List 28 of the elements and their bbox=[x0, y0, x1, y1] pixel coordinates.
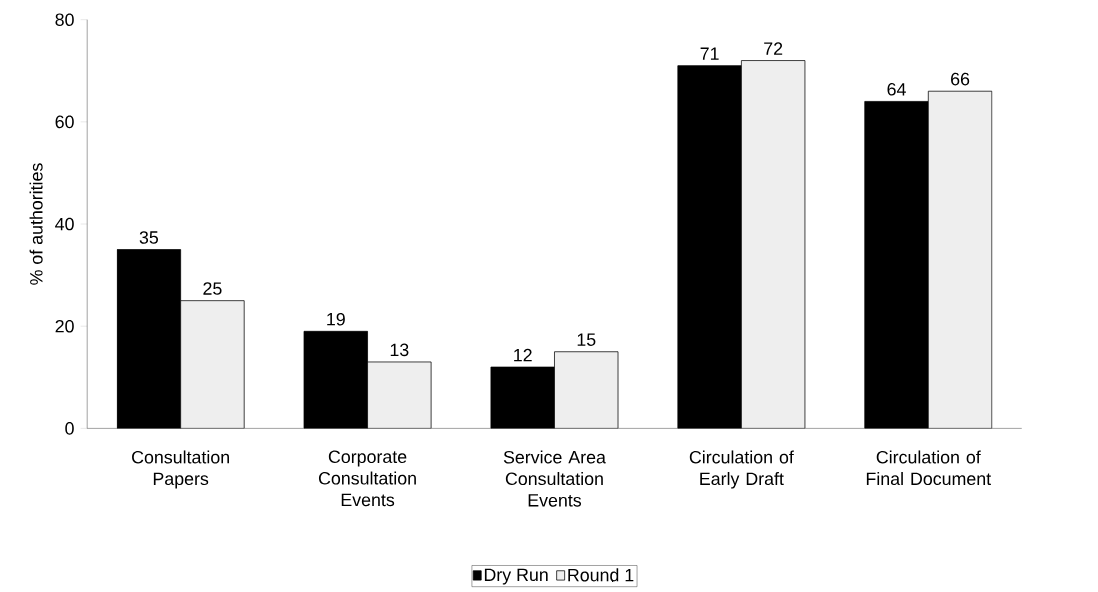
x-tick-label: Circulation of Final Document bbox=[866, 450, 991, 485]
y-tick-label: 20 bbox=[55, 319, 74, 333]
data-label: 13 bbox=[390, 343, 409, 356]
x-tick-label: Consultation Papers bbox=[132, 450, 229, 489]
data-label: 25 bbox=[203, 282, 222, 295]
x-tick-label: Corporate Consultation Events bbox=[318, 450, 416, 506]
data-label: 66 bbox=[951, 72, 970, 86]
bar bbox=[741, 59, 806, 429]
bar bbox=[367, 361, 432, 429]
x-tick-label: Service Area Consultation Events bbox=[503, 450, 606, 507]
bar bbox=[927, 90, 993, 429]
data-label: 12 bbox=[514, 348, 532, 362]
data-label: 15 bbox=[577, 333, 596, 346]
y-tick-label: 60 bbox=[55, 115, 74, 128]
x-tick-label: Circulation of Early Draft bbox=[689, 450, 794, 489]
data-label: 71 bbox=[700, 47, 719, 60]
y-tick-label: 80 bbox=[55, 13, 74, 26]
data-label: 19 bbox=[327, 312, 345, 326]
bar bbox=[554, 351, 619, 429]
bar bbox=[180, 300, 245, 429]
y-axis-title: % of authorities bbox=[29, 163, 43, 285]
legend-label: Round 1 bbox=[568, 568, 634, 582]
data-label: 64 bbox=[887, 82, 906, 96]
legend-label: Dry Run bbox=[484, 568, 548, 585]
data-label: 72 bbox=[764, 42, 783, 55]
data-label: 35 bbox=[139, 230, 159, 244]
y-tick-label: 40 bbox=[55, 217, 74, 231]
y-tick-label: 0 bbox=[65, 421, 74, 435]
